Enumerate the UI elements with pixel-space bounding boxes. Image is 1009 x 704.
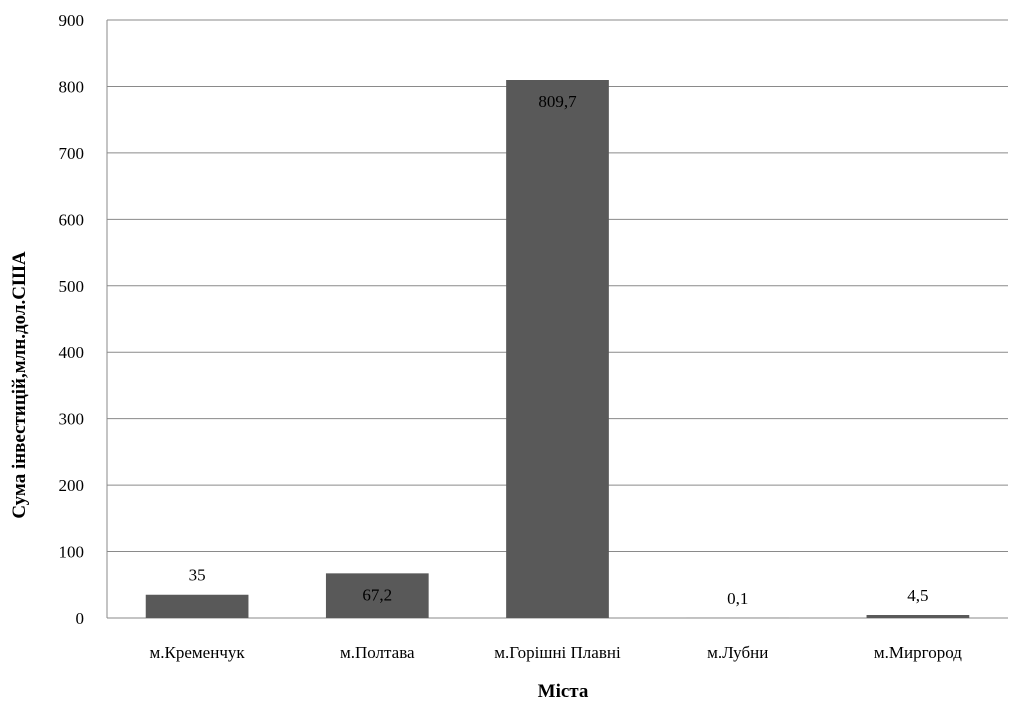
y-tick-label: 800 <box>59 77 85 96</box>
data-label: 809,7 <box>538 92 577 111</box>
x-category-label: м.Горішні Плавні <box>494 643 621 662</box>
bar <box>866 615 970 618</box>
y-tick-labels: 0 100 200 300 400 500 600 700 800 900 <box>59 11 85 628</box>
bar <box>506 79 609 619</box>
y-tick-label: 600 <box>59 210 85 229</box>
y-tick-label: 300 <box>59 410 85 429</box>
bar <box>325 573 429 618</box>
x-category-label: м.Кременчук <box>150 643 246 662</box>
x-category-label: м.Лубни <box>707 643 768 662</box>
y-tick-label: 400 <box>59 343 85 362</box>
y-tick-label: 500 <box>59 277 85 296</box>
y-tick-label: 0 <box>76 609 85 628</box>
y-axis-title: Сума інвестицій,млн.дол.США <box>9 251 30 519</box>
data-label: 4,5 <box>907 586 928 605</box>
x-category-labels: м.Кременчук м.Полтава м.Горішні Плавні м.Лу… <box>150 643 963 662</box>
y-tick-label: 700 <box>59 144 85 163</box>
x-category-label: м.Миргород <box>874 643 962 662</box>
x-axis-title: Міста <box>538 681 589 702</box>
y-tick-label: 200 <box>59 476 85 495</box>
y-tick-label: 100 <box>59 543 85 562</box>
data-label: 0,1 <box>727 589 748 608</box>
data-label: 67,2 <box>362 585 392 604</box>
bars <box>145 79 970 619</box>
data-label: 35 <box>189 566 206 585</box>
x-category-label: м.Полтава <box>340 643 415 662</box>
bar <box>145 594 249 618</box>
data-labels: 35 67,2 809,7 0,1 4,5 <box>189 92 929 608</box>
y-tick-label: 900 <box>59 11 85 30</box>
